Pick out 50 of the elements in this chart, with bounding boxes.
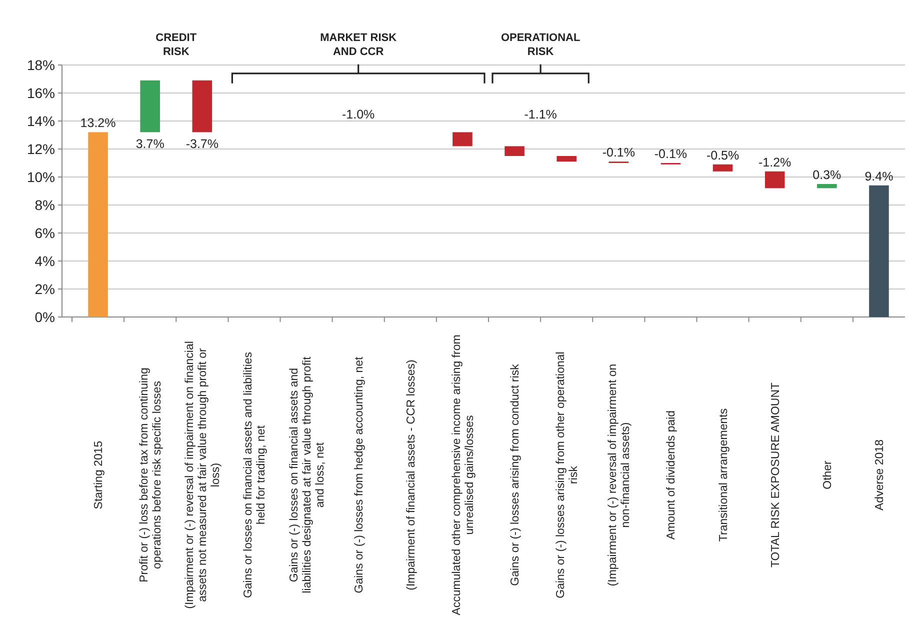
- x-tick-label: Starting 2015: [93, 440, 106, 510]
- x-tick-label: Gains or (-) losses from hedge accounting, net: [353, 356, 366, 594]
- bar: [556, 156, 576, 162]
- y-tick-label: 12%: [26, 140, 55, 157]
- bar: [504, 146, 524, 156]
- text: OPERATIONAL RISK: [500, 32, 580, 58]
- x-tick-label: (Impairment of financial assets - CCR losses): [405, 359, 418, 590]
- y-tick-label: 16%: [26, 84, 55, 101]
- annotation: -1.1%: [524, 107, 557, 122]
- x-tick-label: TOTAL RISK EXPOSURE AMOUNT: [770, 382, 782, 568]
- x-tick-label: Adverse 2018: [874, 440, 886, 510]
- x-tick-label: Gains or (-) losses arising from conduct risk: [510, 364, 522, 586]
- y-tick-label: 6%: [34, 224, 55, 241]
- y-tick-label: 0%: [34, 308, 55, 325]
- text: MARKET RISK AND CCR: [320, 32, 397, 58]
- data-label: 3.7%: [136, 137, 164, 152]
- y-tick-label: 14%: [26, 112, 55, 129]
- x-tick-label: Gains or (-) losses on financial assets and liabilities designated at fair value through profit and loss, net: [288, 356, 326, 594]
- annotation: -1.0%: [342, 107, 375, 122]
- bar: [192, 80, 212, 132]
- data-label: 9.4%: [864, 169, 894, 184]
- data-label: -0.1%: [654, 147, 688, 161]
- bar: [869, 185, 889, 317]
- data-label: -0.5%: [706, 148, 740, 162]
- x-tick-label: Accumulated other comprehensive income arising from unrealised gains/losses: [450, 334, 476, 616]
- y-tick-label: 18%: [26, 56, 55, 73]
- x-tick-label: (Impairment or (-) reversal of impairment on financial assets not measured at fair value through profit or loss): [184, 341, 222, 609]
- bar: [452, 132, 472, 146]
- y-tick-label: 10%: [26, 168, 55, 185]
- x-tick-label: Gains or (-) losses arising from other operational risk: [555, 352, 580, 598]
- data-label: 0.3%: [812, 168, 842, 182]
- text: CREDIT RISK: [156, 32, 197, 58]
- data-label: -3.7%: [186, 137, 218, 152]
- data-label: -1.2%: [758, 155, 792, 170]
- x-tick-label: Amount of dividends paid: [666, 410, 678, 540]
- x-tick-label: (Impairment or (-) reversal of impairment on non-financial assets): [607, 364, 632, 586]
- bar: [712, 164, 733, 172]
- bar: [88, 132, 108, 317]
- x-tick-label: Profit or (-) loss before tax from continuing operations before risk specific losses: [138, 368, 164, 582]
- y-tick-label: 2%: [34, 280, 55, 297]
- bar: [817, 184, 837, 188]
- x-tick-label: Other: [822, 460, 834, 490]
- bar: [140, 80, 160, 132]
- x-tick-label: Gains or losses on financial assets and liabilities held for trading, net: [242, 352, 268, 598]
- y-tick-label: 8%: [34, 196, 55, 213]
- x-tick-label: Transitional arrangements: [718, 408, 730, 542]
- bar: [764, 171, 785, 188]
- y-tick-label: 4%: [34, 252, 55, 269]
- data-label: 13.2%: [80, 116, 116, 130]
- data-label: -0.1%: [602, 146, 635, 160]
